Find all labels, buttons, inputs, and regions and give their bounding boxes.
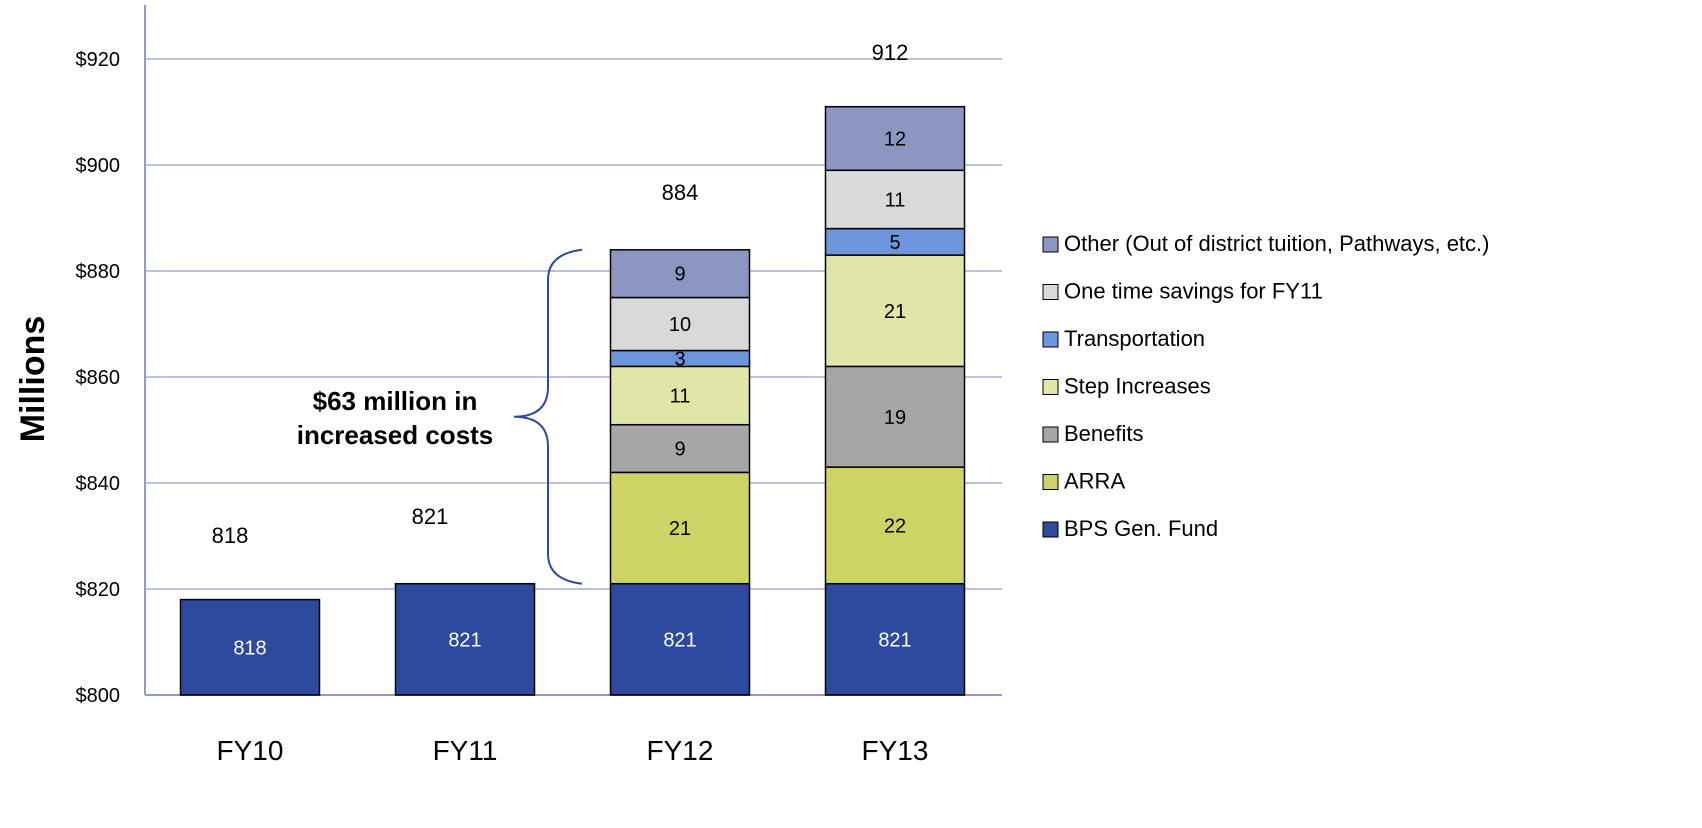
bar-segment <box>609 249 751 299</box>
x-tick-label: FY13 <box>862 735 929 766</box>
y-tick-label: $920 <box>76 49 121 71</box>
bar-segment <box>824 105 966 172</box>
legend-label: Benefits <box>1064 421 1144 446</box>
total-label: 821 <box>412 504 449 529</box>
y-tick-label: $900 <box>76 155 121 177</box>
segment-value-label: 21 <box>884 301 906 323</box>
legend-label: Transportation <box>1064 326 1205 351</box>
bar-segment <box>609 296 751 352</box>
axes: FY10 FY11 FY12 FY13 <box>144 5 1002 766</box>
legend-label: Step Increases <box>1064 374 1211 399</box>
legend-label: ARRA <box>1064 469 1125 494</box>
bar-segment <box>394 582 536 696</box>
legend: Other (Out of district tuition, Pathways… <box>1042 231 1490 541</box>
legend-label: One time savings for FY11 <box>1064 279 1323 304</box>
y-tick-label: $880 <box>76 261 121 283</box>
segment-value-label: 5 <box>889 232 900 254</box>
segment-value-label: 12 <box>884 129 906 151</box>
annotation-text: increased costs <box>297 420 494 450</box>
brace <box>513 248 583 585</box>
segment-value-label: 19 <box>884 407 906 429</box>
total-label: 884 <box>662 180 699 205</box>
y-tick-label: $860 <box>76 367 121 389</box>
bar-segment <box>824 466 966 585</box>
bar-segment <box>824 254 966 368</box>
segment-value-label: 11 <box>885 189 906 211</box>
legend-label: Other (Out of district tuition, Pathways… <box>1064 231 1490 256</box>
annotation-text: $63 million in <box>313 386 478 416</box>
segment-value-label: 3 <box>674 348 685 370</box>
y-tick-label: $800 <box>76 685 121 707</box>
bar-segment <box>824 582 966 696</box>
legend-swatch <box>1042 331 1059 348</box>
y-tick-label: $820 <box>76 579 121 601</box>
segment-value-label: 821 <box>448 629 481 651</box>
y-axis-label: Millions <box>14 316 52 443</box>
y-tick-label: $840 <box>76 473 121 495</box>
legend-label: BPS Gen. Fund <box>1064 516 1218 541</box>
total-label: 912 <box>872 40 909 65</box>
bar-segment <box>609 582 751 696</box>
segment-value-label: 21 <box>669 518 691 540</box>
bar-segment <box>609 471 751 585</box>
legend-swatch <box>1042 236 1059 253</box>
segment-value-label: 9 <box>674 439 685 461</box>
segment-value-label: 10 <box>669 314 691 336</box>
legend-swatch <box>1042 521 1059 538</box>
segment-value-label: 821 <box>663 629 696 651</box>
legend-swatch <box>1042 474 1059 490</box>
x-tick-label: FY10 <box>217 735 284 766</box>
annotation: $63 million in increased costs <box>297 248 583 585</box>
legend-swatch <box>1042 284 1059 300</box>
bar-segment <box>824 365 966 468</box>
bar-segment <box>609 423 751 474</box>
segment-value-label: 821 <box>878 629 911 651</box>
bar-segment <box>179 598 321 696</box>
legend-swatch <box>1042 426 1059 443</box>
legend-swatch <box>1042 379 1059 395</box>
segment-value-label: 9 <box>674 264 685 286</box>
bars: 818 818 821 821 821 21 9 11 3 10 9 884 821 22 19 21 5 11 1… <box>179 40 966 696</box>
total-label: 818 <box>212 523 249 548</box>
segment-value-label: 22 <box>884 515 906 537</box>
segment-value-label: 11 <box>670 386 691 408</box>
x-tick-label: FY12 <box>647 735 714 766</box>
bar-segment <box>609 365 751 426</box>
segment-value-label: 818 <box>233 637 266 659</box>
x-tick-label: FY11 <box>433 735 498 766</box>
